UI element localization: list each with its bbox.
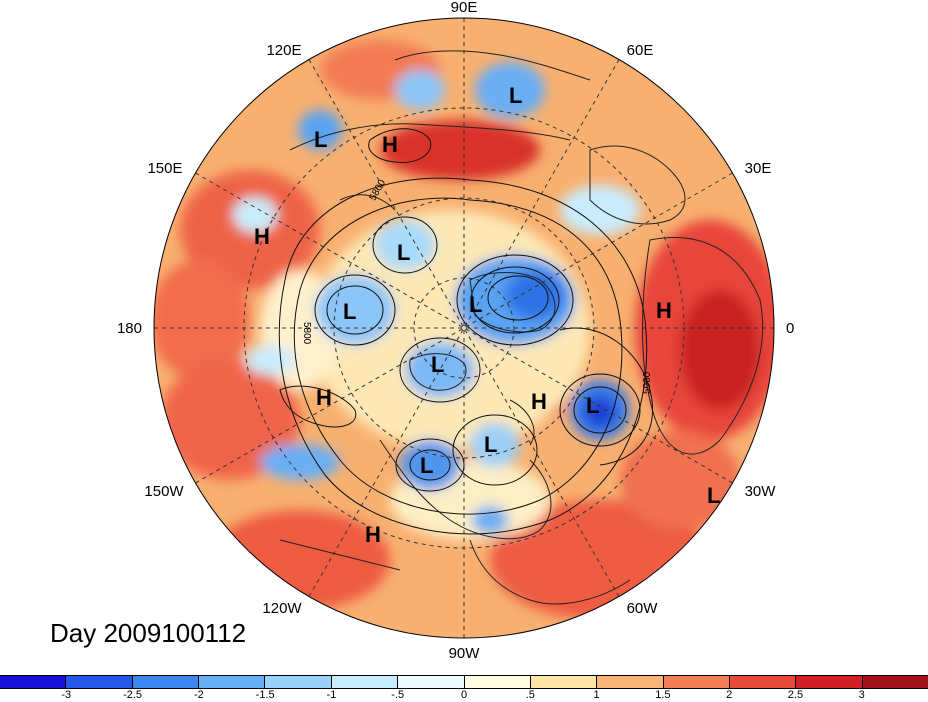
pressure-label-high: H [382, 132, 398, 157]
lon-label-120w: 120W [262, 600, 302, 617]
pressure-label-high: H [365, 522, 381, 547]
colorbar-swatch [796, 676, 863, 688]
colorbar-swatch [0, 676, 67, 688]
colorbar-swatch [663, 676, 730, 688]
lon-label-120e: 120E [266, 42, 301, 59]
colorbar-tick-label: -1.5 [255, 689, 275, 701]
colorbar-swatch [66, 676, 133, 688]
lon-label-90w: 90W [449, 645, 481, 662]
colorbar-tick-label: -3 [61, 689, 72, 701]
pressure-system-labels: L L H H L L L L H L H L H L H L H [254, 83, 720, 547]
colorbar-swatch [398, 676, 465, 688]
colorbar-tick-label: 0 [460, 689, 468, 701]
colorbar [0, 675, 928, 689]
colorbar-swatch [729, 676, 797, 688]
colorbar-tick-labels: -3 -2.5 -2 -1.5 -1 -.5 0 .5 1 1.5 2 2.5 3 [0, 689, 928, 702]
lon-label-30w: 30W [745, 483, 777, 500]
pressure-label-low: L [469, 292, 482, 317]
colorbar-tick-label: 1.5 [655, 689, 671, 701]
lon-label-90e: 90E [451, 0, 478, 16]
colorbar-swatch [331, 676, 399, 688]
colorbar-tick-label: 2 [726, 689, 733, 701]
colorbar-tick-label: 2.5 [787, 689, 804, 701]
colorbar-swatch [464, 676, 531, 688]
colorbar-swatch [132, 676, 200, 688]
coastlines [279, 50, 764, 605]
height-contours [278, 128, 654, 535]
colorbar-swatch [862, 676, 928, 688]
colorbar-tick-label: -1 [326, 689, 337, 701]
lon-label-60w: 60W [627, 600, 659, 617]
longitude-labels: 90E 60E 30E 0 30W 60W 90W 120W 150W 180 … [117, 0, 794, 662]
colorbar-swatch [597, 676, 664, 688]
pressure-label-high: H [254, 224, 270, 249]
pressure-label-low: L [420, 453, 433, 478]
map-disk: 5800 5900 5800 [154, 18, 774, 638]
colorbar-swatch [265, 676, 332, 688]
lon-label-60e: 60E [627, 42, 654, 59]
map-border [153, 17, 775, 639]
pressure-label-low: L [586, 393, 599, 418]
pressure-label-low: L [314, 127, 327, 152]
pressure-label-low: L [343, 299, 356, 324]
day-title: Day 2009100112 [50, 618, 247, 648]
pressure-label-low: L [484, 432, 497, 457]
colorbar-tick-label: -.5 [391, 689, 405, 701]
pressure-label-low: L [509, 83, 522, 108]
lon-label-180: 180 [117, 320, 142, 337]
colorbar-swatch [199, 676, 266, 688]
lon-label-150w: 150W [144, 483, 184, 500]
pressure-label-low: L [431, 352, 444, 377]
colorbar-tick-label: -2.5 [123, 689, 143, 701]
pressure-label-high: H [531, 389, 547, 414]
colorbar-swatch [530, 676, 598, 688]
contour-label-5800-west: 5800 [301, 322, 312, 345]
pressure-label-low: L [397, 240, 410, 265]
pressure-label-low: L [707, 483, 720, 508]
lon-label-150e: 150E [147, 160, 182, 177]
colorbar-tick-label: 1 [593, 689, 600, 701]
colorbar-tick-label: .5 [525, 689, 535, 701]
pressure-label-high: H [656, 298, 672, 323]
pressure-label-high: H [316, 385, 332, 410]
contour-label-5900: 5900 [642, 371, 653, 394]
lon-label-30e: 30E [745, 160, 772, 177]
colorbar-tick-label: 3 [858, 689, 865, 701]
colorbar-tick-label: -2 [193, 689, 204, 701]
lon-label-0: 0 [786, 320, 794, 337]
